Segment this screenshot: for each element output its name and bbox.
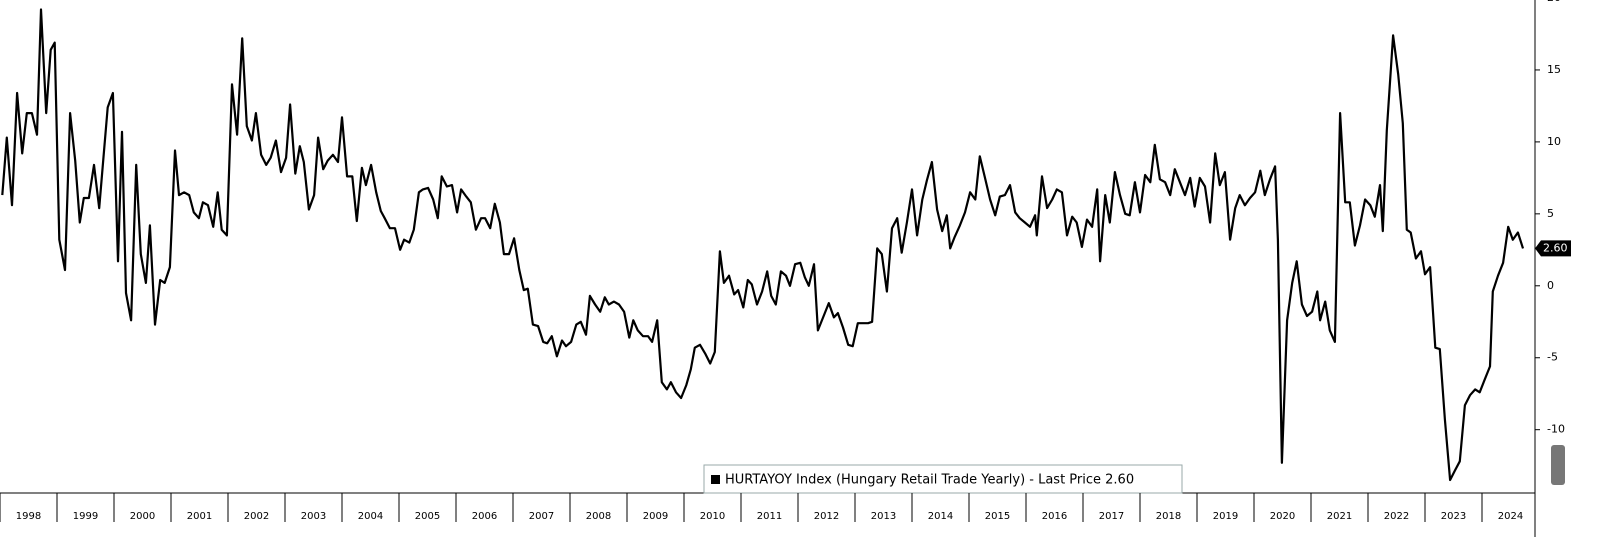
x-tick-label: 1999 <box>73 511 98 522</box>
x-tick-label: 2003 <box>301 511 326 522</box>
y-tick-label: -5 <box>1547 351 1558 364</box>
x-tick-label: 2017 <box>1099 511 1124 522</box>
x-tick-label: 2001 <box>187 511 212 522</box>
x-tick-label: 2010 <box>700 511 725 522</box>
x-tick-label: 2022 <box>1384 511 1409 522</box>
x-tick-label: 2009 <box>643 511 668 522</box>
x-tick-label: 2018 <box>1156 511 1181 522</box>
x-tick-label: 2012 <box>814 511 839 522</box>
x-tick-label: 2006 <box>472 511 497 522</box>
y-tick-label: 10 <box>1547 135 1561 148</box>
y-tick-label: 5 <box>1547 207 1554 220</box>
x-tick-label: 2002 <box>244 511 269 522</box>
y-tick-label: -10 <box>1547 423 1565 436</box>
x-tick-label: 2008 <box>586 511 611 522</box>
x-tick-label: 2019 <box>1213 511 1238 522</box>
x-tick-label: 2021 <box>1327 511 1352 522</box>
y-tick-label: 0 <box>1547 279 1554 292</box>
x-tick-label: 2016 <box>1042 511 1067 522</box>
y-tick-label: 15 <box>1547 63 1561 76</box>
last-price-label: 2.60 <box>1543 241 1568 254</box>
x-tick-label: 2005 <box>415 511 440 522</box>
x-tick-label: 2004 <box>358 511 383 522</box>
legend-box <box>703 464 1183 494</box>
y-tick-label: 20 <box>1547 0 1561 4</box>
x-tick-label: 1998 <box>16 511 41 522</box>
x-tick-label: 2007 <box>529 511 554 522</box>
legend-swatch <box>711 475 720 484</box>
legend: HURTAYOY Index (Hungary Retail Trade Yea… <box>703 464 1183 494</box>
x-tick-label: 2020 <box>1270 511 1295 522</box>
x-tick-label: 2011 <box>757 511 782 522</box>
x-tick-label: 2023 <box>1441 511 1466 522</box>
x-tick-label: 2024 <box>1498 511 1523 522</box>
x-tick-label: 2014 <box>928 511 953 522</box>
x-tick-label: 2000 <box>130 511 155 522</box>
x-tick-label: 2013 <box>871 511 896 522</box>
legend-label: HURTAYOY Index (Hungary Retail Trade Yea… <box>725 473 1134 488</box>
line <box>1 8 1525 482</box>
last-price-box <box>1535 240 1571 257</box>
x-tick-label: 2015 <box>985 511 1010 522</box>
scroll-icon[interactable] <box>1551 445 1565 485</box>
